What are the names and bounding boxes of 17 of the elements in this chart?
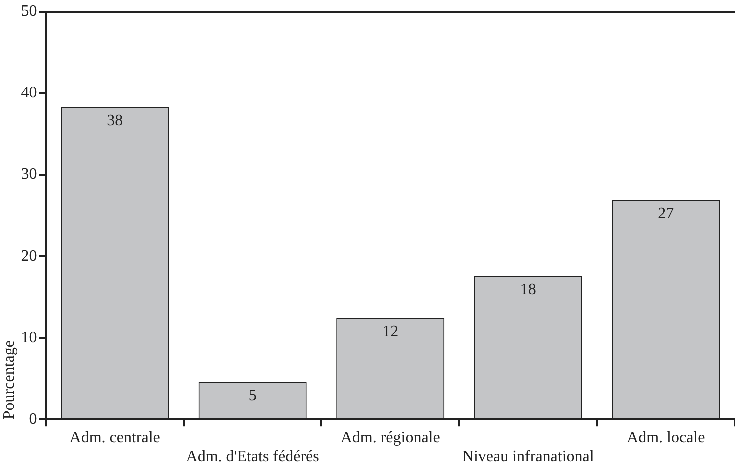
- data-label: 38: [107, 112, 124, 130]
- data-label: 27: [658, 206, 674, 223]
- x-tick-label: Adm. locale: [627, 429, 706, 446]
- x-tick-label: Adm. centrale: [70, 429, 160, 446]
- x-tick-label: Niveau infranational: [462, 448, 595, 466]
- y-tick-label: 50: [21, 3, 38, 20]
- y-tick-label: 10: [21, 329, 38, 346]
- y-tick-label: 40: [21, 84, 38, 102]
- x-tick-label: Adm. régionale: [340, 429, 440, 446]
- data-label: 5: [248, 387, 257, 404]
- data-label: 18: [520, 281, 536, 298]
- x-tick-label: Adm. d'Etats fédérés: [186, 448, 320, 466]
- y-tick-label: 20: [21, 248, 38, 265]
- data-label: 12: [382, 324, 399, 341]
- y-axis-title: Pourcentage: [0, 340, 18, 420]
- y-tick-label: 0: [29, 410, 38, 428]
- y-tick-label: 30: [21, 166, 38, 184]
